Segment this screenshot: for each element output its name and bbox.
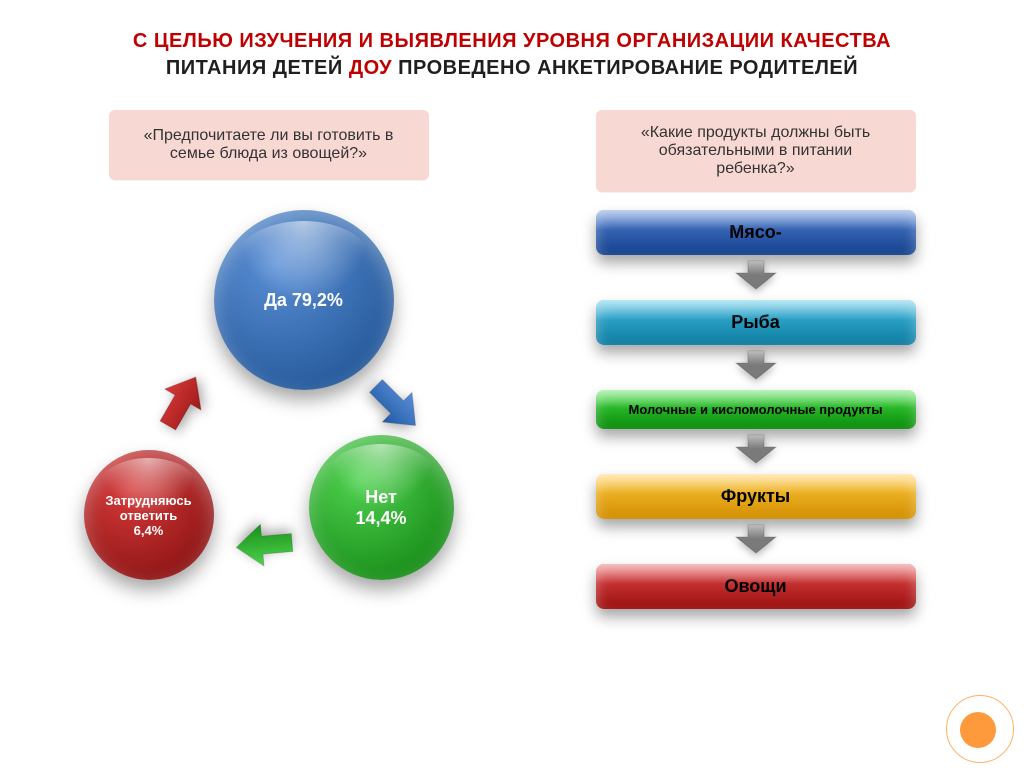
flow-item: Мясо-	[596, 210, 916, 255]
flow-arrow-icon	[734, 433, 778, 470]
title-line2a: ПИТАНИЯ ДЕТЕЙ	[166, 57, 349, 79]
title-line2c: ПРОВЕДЕНО АНКЕТИРОВАНИЕ РОДИТЕЛЕЙ	[392, 57, 858, 79]
question-left: «Предпочитаете ли вы готовить в семье бл…	[109, 110, 429, 180]
cycle-arrow	[145, 363, 223, 442]
question-right: «Какие продукты должны быть обязательным…	[596, 110, 916, 192]
column-right: «Какие продукты должны быть обязательным…	[527, 110, 984, 625]
flow-arrow-icon	[734, 349, 778, 386]
cycle-node: Да 79,2%	[214, 210, 394, 390]
flow-arrow-icon	[734, 523, 778, 560]
cycle-node: Затрудняюсьответить6,4%	[84, 450, 214, 580]
cycle-node: Нет14,4%	[309, 435, 454, 580]
flow-diagram: Мясо- Рыба Молочные и кисломолочные продук…	[586, 210, 926, 609]
cycle-diagram: Да 79,2% Нет14,4% Затрудняюсьответить6,4%	[59, 205, 479, 625]
flow-item: Овощи	[596, 564, 916, 609]
title-line1: С ЦЕЛЬЮ ИЗУЧЕНИЯ И ВЫЯВЛЕНИЯ УРОВНЯ ОРГА…	[133, 30, 891, 52]
accent-dot	[960, 712, 996, 748]
cycle-arrow	[231, 512, 296, 572]
columns: «Предпочитаете ли вы готовить в семье бл…	[0, 92, 1024, 625]
flow-item: Рыба	[596, 300, 916, 345]
flow-arrow-icon	[734, 259, 778, 296]
page-title: С ЦЕЛЬЮ ИЗУЧЕНИЯ И ВЫЯВЛЕНИЯ УРОВНЯ ОРГА…	[0, 0, 1024, 92]
column-left: «Предпочитаете ли вы готовить в семье бл…	[40, 110, 497, 625]
flow-item: Фрукты	[596, 474, 916, 519]
flow-item: Молочные и кисломолочные продукты	[596, 390, 916, 429]
title-line2b: ДОУ	[349, 57, 392, 79]
